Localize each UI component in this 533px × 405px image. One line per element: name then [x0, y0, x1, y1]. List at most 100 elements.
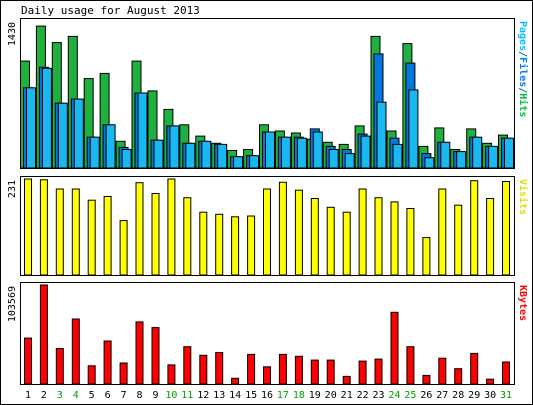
- bar-visits-day-28: [454, 204, 463, 276]
- x-tick-label: 12: [197, 390, 209, 401]
- x-tick-label: 14: [229, 390, 241, 401]
- x-tick-label: 7: [121, 390, 127, 401]
- bar-pages-day-23: [376, 101, 387, 169]
- bar-visits-day-19: [310, 198, 319, 276]
- bar-kbytes-day-27: [438, 357, 447, 385]
- bar-kbytes-day-23: [374, 358, 383, 385]
- x-tick-label: 26: [420, 390, 432, 401]
- bar-pages-day-21: [344, 153, 355, 169]
- legend-part: /: [517, 51, 528, 57]
- bar-kbytes-day-2: [39, 284, 48, 385]
- bar-pages-day-2: [41, 67, 52, 169]
- series-visits: [24, 178, 510, 276]
- bar-visits-day-13: [215, 213, 224, 276]
- bar-pages-day-8: [137, 92, 148, 169]
- x-tick-label: 5: [89, 390, 95, 401]
- bar-pages-day-24: [392, 143, 403, 169]
- max-value-label: 103569: [7, 286, 18, 322]
- x-tick-label: 21: [341, 390, 353, 401]
- x-tick-label: 30: [484, 390, 496, 401]
- bar-kbytes-day-17: [278, 353, 287, 385]
- bar-pages-day-27: [440, 141, 451, 169]
- bar-visits-day-17: [278, 181, 287, 276]
- bar-kbytes-day-22: [358, 360, 367, 385]
- legend-label: KBytes: [517, 285, 528, 321]
- bar-kbytes-day-11: [183, 346, 192, 385]
- x-tick-label: 24: [388, 390, 400, 401]
- legend-part: Files: [517, 57, 529, 87]
- bar-kbytes-day-3: [55, 348, 64, 385]
- bar-visits-day-10: [167, 178, 176, 276]
- bar-visits-day-9: [151, 193, 160, 276]
- legend-part: Pages: [517, 21, 528, 51]
- x-tick-label: 13: [213, 390, 225, 401]
- legend-part: /: [517, 87, 528, 93]
- x-tick-label: 11: [181, 390, 193, 401]
- bar-kbytes-day-29: [470, 352, 479, 385]
- bar-pages-day-20: [328, 149, 339, 169]
- bar-pages-day-1: [26, 87, 36, 169]
- bar-kbytes-day-16: [263, 366, 271, 385]
- bar-visits-day-16: [263, 188, 271, 276]
- x-tick-label: 3: [57, 390, 63, 401]
- x-tick-label: 9: [152, 390, 158, 401]
- x-tick-label: 25: [404, 390, 416, 401]
- bar-visits-day-22: [358, 188, 367, 276]
- bar-pages-day-25: [408, 89, 419, 169]
- panel-hits: 1430 Pages/Files/Hits: [7, 18, 529, 169]
- bar-visits-day-26: [422, 237, 431, 276]
- bar-kbytes-day-7: [119, 362, 128, 385]
- bar-visits-day-24: [390, 201, 399, 276]
- bar-visits-day-14: [231, 216, 240, 276]
- bar-pages-day-29: [472, 136, 483, 169]
- bar-pages-day-18: [296, 137, 307, 169]
- max-value-label: 231: [7, 180, 18, 198]
- bar-pages-day-14: [233, 156, 244, 169]
- bar-visits-day-30: [486, 198, 495, 276]
- x-tick-label: 8: [136, 390, 142, 401]
- x-tick-label: 27: [436, 390, 448, 401]
- bar-pages-day-9: [153, 139, 164, 169]
- bar-pages-day-12: [201, 140, 212, 169]
- bar-kbytes-day-20: [326, 359, 335, 385]
- bar-kbytes-day-19: [310, 359, 319, 385]
- legend-part: Hits: [517, 93, 529, 117]
- bar-visits-day-6: [103, 196, 112, 276]
- bar-pages-day-26: [424, 157, 435, 169]
- x-tick-label: 2: [41, 390, 47, 401]
- bar-pages-day-5: [89, 136, 100, 169]
- x-tick-label: 22: [357, 390, 369, 401]
- bar-pages-day-10: [169, 125, 180, 169]
- bar-kbytes-day-4: [71, 318, 80, 385]
- bar-visits-day-2: [39, 179, 48, 276]
- bar-kbytes-day-28: [454, 368, 463, 385]
- bar-kbytes-day-1: [24, 337, 32, 385]
- bar-pages-day-3: [57, 102, 68, 169]
- bar-kbytes-day-25: [406, 346, 415, 385]
- max-value-label: 1430: [7, 22, 18, 46]
- bar-kbytes-day-21: [342, 375, 351, 385]
- x-tick-label: 6: [105, 390, 111, 401]
- bar-kbytes-day-24: [390, 311, 399, 385]
- bar-visits-day-1: [24, 178, 32, 276]
- bar-visits-day-7: [119, 220, 128, 276]
- bar-visits-day-4: [71, 188, 80, 276]
- bar-visits-day-25: [406, 208, 415, 276]
- bar-kbytes-day-30: [486, 378, 495, 385]
- bar-visits-day-27: [438, 188, 447, 276]
- legend-label: Pages/Files/Hits: [517, 21, 529, 117]
- bar-kbytes-day-15: [247, 353, 256, 385]
- bar-kbytes-day-12: [199, 354, 208, 385]
- x-tick-label: 23: [372, 390, 384, 401]
- x-tick-label: 19: [309, 390, 321, 401]
- x-axis-day-labels: 1 2 3 4 5 6 7 8 9 10 11 12 13 14 15 16 17 18 19 20 21 22 23 24 2…: [25, 390, 512, 401]
- legend-label: Visits: [517, 179, 529, 215]
- series-pages: [26, 67, 514, 169]
- bar-visits-day-8: [135, 182, 144, 276]
- bar-visits-day-23: [374, 197, 383, 276]
- bar-visits-day-31: [502, 181, 510, 276]
- bar-visits-day-18: [294, 189, 303, 276]
- x-tick-label: 20: [325, 390, 337, 401]
- bar-pages-day-31: [504, 137, 514, 169]
